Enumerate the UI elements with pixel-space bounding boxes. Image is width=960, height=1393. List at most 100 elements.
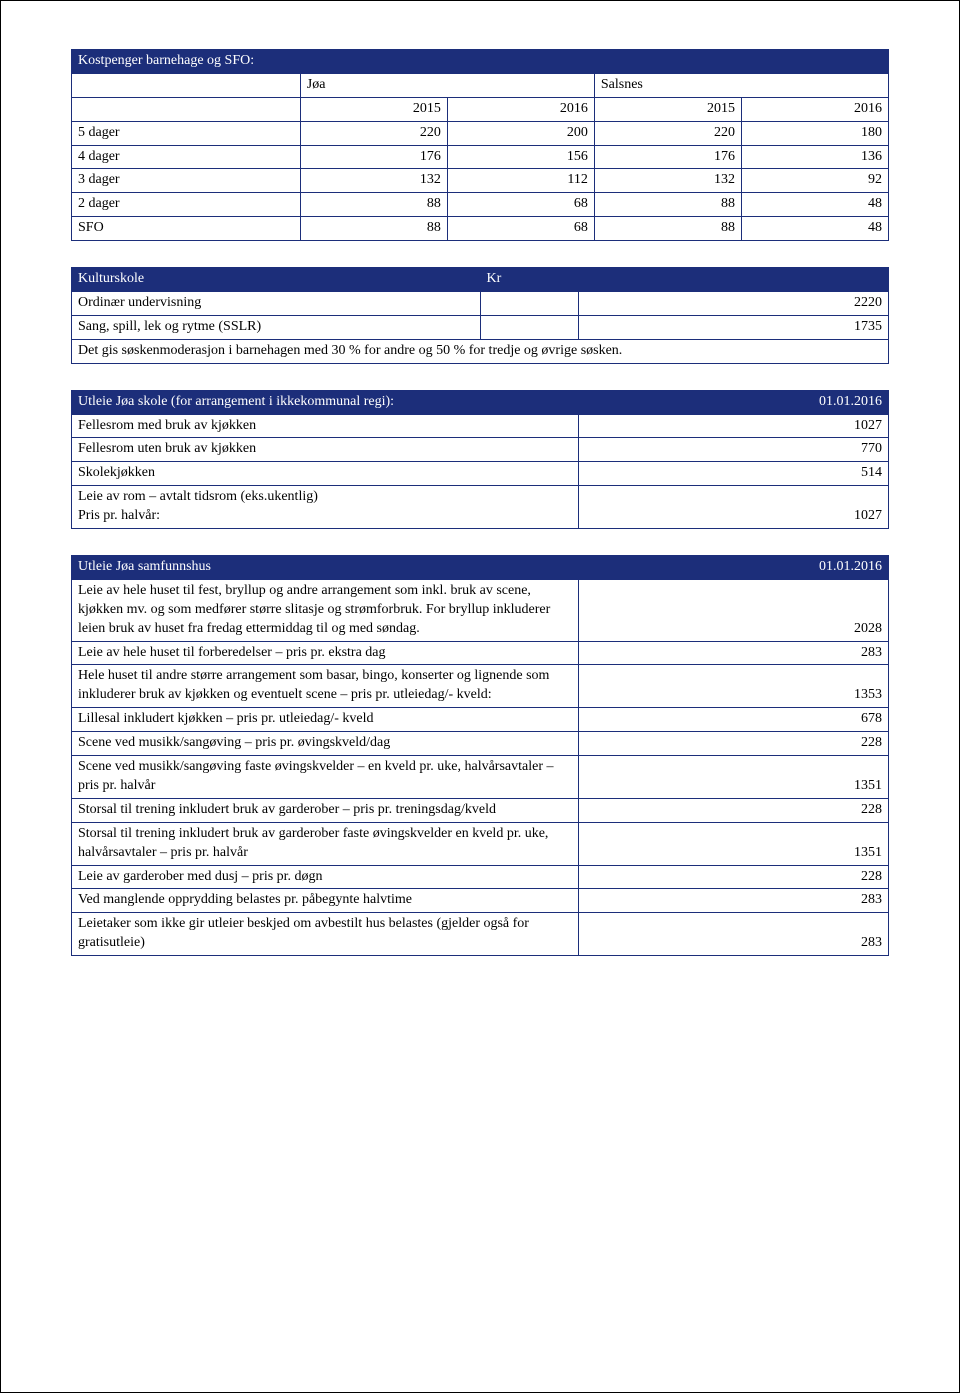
t4-title: Utleie Jøa samfunnshus	[72, 556, 579, 580]
t4-cell: 228	[578, 732, 888, 756]
t1-year-3: 2016	[741, 97, 888, 121]
t2-title2: Kr	[480, 268, 578, 292]
t2-cell: 2220	[578, 292, 888, 316]
t2-spacer	[480, 292, 578, 316]
table-row: Leie av rom – avtalt tidsrom (eks.ukentl…	[72, 486, 889, 529]
t4-row-label: Leie av garderober med dusj – pris pr. d…	[72, 865, 579, 889]
table-row: Sang, spill, lek og rytme (SSLR) 1735	[72, 315, 889, 339]
t3-title: Utleie Jøa skole (for arrangement i ikke…	[72, 390, 579, 414]
table-row: Lillesal inkludert kjøkken – pris pr. ut…	[72, 708, 889, 732]
t1-cell: 48	[741, 217, 888, 241]
t4-row-label: Storsal til trening inkludert bruk av ga…	[72, 798, 579, 822]
t3-row-label: Skolekjøkken	[72, 462, 579, 486]
t1-group-salsnes: Salsnes	[594, 73, 888, 97]
t1-cell: 68	[447, 193, 594, 217]
table-row: 2 dager88688848	[72, 193, 889, 217]
t1-cell: 180	[741, 121, 888, 145]
table-row: 5 dager220200220180	[72, 121, 889, 145]
table-row: Leietaker som ikke gir utleier beskjed o…	[72, 913, 889, 956]
table-row: Ordinær undervisning 2220	[72, 292, 889, 316]
t4-cell: 283	[578, 913, 888, 956]
t4-cell: 1351	[578, 822, 888, 865]
table-row: Scene ved musikk/sangøving faste øvingsk…	[72, 756, 889, 799]
t1-cell: 88	[594, 217, 741, 241]
t1-blank	[72, 73, 301, 97]
table-kostpenger: Kostpenger barnehage og SFO: Jøa Salsnes…	[71, 49, 889, 241]
t3-date: 01.01.2016	[578, 390, 888, 414]
table-row: Leie av hele huset til fest, bryllup og …	[72, 579, 889, 641]
t2-title3	[578, 268, 888, 292]
t1-group-joa: Jøa	[300, 73, 594, 97]
table-row: Storsal til trening inkludert bruk av ga…	[72, 822, 889, 865]
t3-row-label: Leie av rom – avtalt tidsrom (eks.ukentl…	[72, 486, 579, 529]
t4-date: 01.01.2016	[578, 556, 888, 580]
t2-title: Kulturskole	[72, 268, 481, 292]
t1-year-2: 2015	[594, 97, 741, 121]
table-row: Ved manglende opprydding belastes pr. på…	[72, 889, 889, 913]
t4-row-label: Leie av hele huset til forberedelser – p…	[72, 641, 579, 665]
table-row: Hele huset til andre større arrangement …	[72, 665, 889, 708]
t3-row-label: Fellesrom med bruk av kjøkken	[72, 414, 579, 438]
table-row: 3 dager13211213292	[72, 169, 889, 193]
t1-cell: 112	[447, 169, 594, 193]
t4-cell: 1353	[578, 665, 888, 708]
t4-cell: 283	[578, 889, 888, 913]
t1-cell: 68	[447, 217, 594, 241]
table-utleie-samfunnshus: Utleie Jøa samfunnshus 01.01.2016 Leie a…	[71, 555, 889, 956]
t1-cell: 220	[300, 121, 447, 145]
t1-cell: 92	[741, 169, 888, 193]
t3-cell: 770	[578, 438, 888, 462]
t4-row-label: Scene ved musikk/sangøving faste øvingsk…	[72, 756, 579, 799]
t4-row-label: Storsal til trening inkludert bruk av ga…	[72, 822, 579, 865]
t1-row-label: 3 dager	[72, 169, 301, 193]
t1-cell: 48	[741, 193, 888, 217]
t1-blank2	[72, 97, 301, 121]
t1-cell: 88	[300, 217, 447, 241]
table-row: Fellesrom uten bruk av kjøkken770	[72, 438, 889, 462]
t3-cell: 1027	[578, 486, 888, 529]
t4-cell: 228	[578, 865, 888, 889]
t3-cell: 514	[578, 462, 888, 486]
t4-row-label: Ved manglende opprydding belastes pr. på…	[72, 889, 579, 913]
t2-row-label: Ordinær undervisning	[72, 292, 481, 316]
t1-cell: 156	[447, 145, 594, 169]
t1-cell: 132	[300, 169, 447, 193]
t4-row-label: Leietaker som ikke gir utleier beskjed o…	[72, 913, 579, 956]
t1-cell: 88	[594, 193, 741, 217]
table-row: Skolekjøkken514	[72, 462, 889, 486]
t3-row-label: Fellesrom uten bruk av kjøkken	[72, 438, 579, 462]
t1-cell: 132	[594, 169, 741, 193]
t1-row-label: 4 dager	[72, 145, 301, 169]
t1-year-0: 2015	[300, 97, 447, 121]
t1-row-label: 2 dager	[72, 193, 301, 217]
table-row: 4 dager176156176136	[72, 145, 889, 169]
t4-row-label: Hele huset til andre større arrangement …	[72, 665, 579, 708]
t2-row-label: Sang, spill, lek og rytme (SSLR)	[72, 315, 481, 339]
page: Kostpenger barnehage og SFO: Jøa Salsnes…	[0, 0, 960, 1393]
t1-cell: 136	[741, 145, 888, 169]
t1-title: Kostpenger barnehage og SFO:	[72, 50, 889, 74]
t1-cell: 88	[300, 193, 447, 217]
t4-cell: 228	[578, 798, 888, 822]
table-row: SFO88688848	[72, 217, 889, 241]
t1-row-label: 5 dager	[72, 121, 301, 145]
t1-year-1: 2016	[447, 97, 594, 121]
t4-cell: 1351	[578, 756, 888, 799]
t4-cell: 2028	[578, 579, 888, 641]
table-row: Fellesrom med bruk av kjøkken1027	[72, 414, 889, 438]
t1-cell: 200	[447, 121, 594, 145]
table-row: Leie av hele huset til forberedelser – p…	[72, 641, 889, 665]
t2-footnote: Det gis søskenmoderasjon i barnehagen me…	[72, 339, 889, 363]
table-utleie-skole: Utleie Jøa skole (for arrangement i ikke…	[71, 390, 889, 529]
t4-row-label: Lillesal inkludert kjøkken – pris pr. ut…	[72, 708, 579, 732]
t1-cell: 176	[594, 145, 741, 169]
t4-cell: 283	[578, 641, 888, 665]
table-row: Storsal til trening inkludert bruk av ga…	[72, 798, 889, 822]
t1-row-label: SFO	[72, 217, 301, 241]
t2-cell: 1735	[578, 315, 888, 339]
t1-cell: 220	[594, 121, 741, 145]
table-row: Leie av garderober med dusj – pris pr. d…	[72, 865, 889, 889]
t3-cell: 1027	[578, 414, 888, 438]
t4-row-label: Scene ved musikk/sangøving – pris pr. øv…	[72, 732, 579, 756]
t2-spacer	[480, 315, 578, 339]
